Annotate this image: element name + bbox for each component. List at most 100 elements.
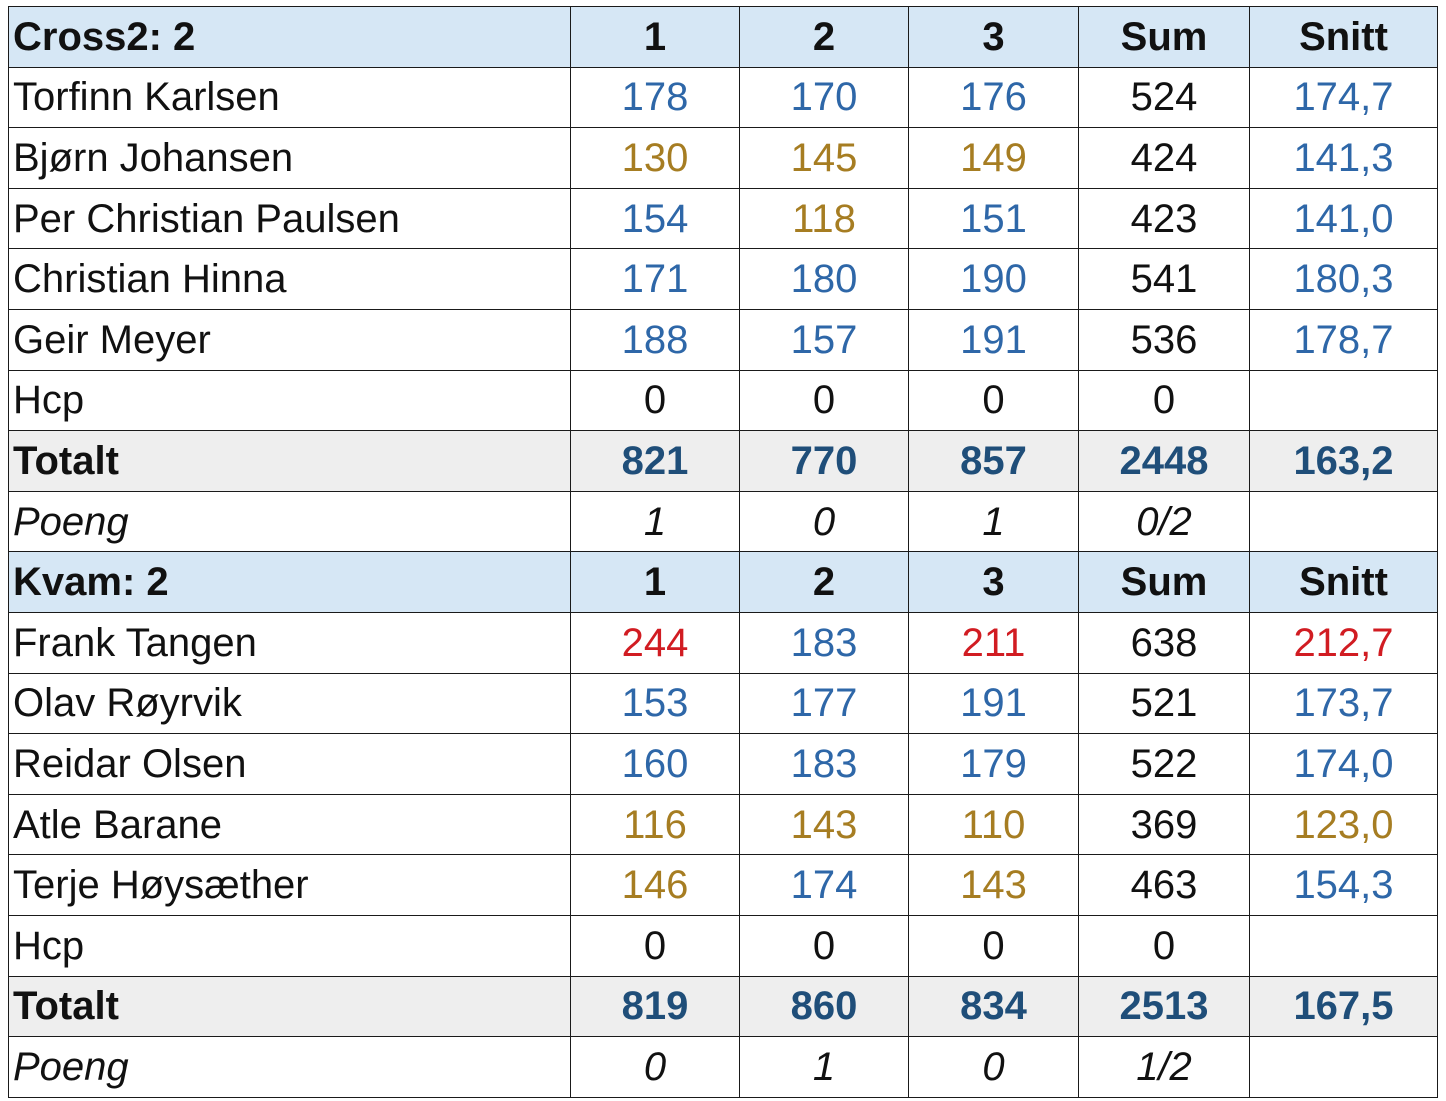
player-row: Torfinn Karlsen 178 170 176 524 174,7	[8, 66, 1438, 129]
total-game-1: 819	[570, 975, 740, 1038]
total-average: 167,5	[1249, 975, 1438, 1038]
total-game-2: 770	[739, 430, 909, 492]
points-game-1: 0	[570, 1036, 740, 1098]
average-score: 174,0	[1249, 733, 1438, 795]
game-2-score: 177	[739, 672, 909, 735]
average-score: 123,0	[1249, 793, 1438, 856]
sum-score: 424	[1078, 127, 1250, 189]
column-header-average: Snitt	[1249, 551, 1438, 613]
column-header-sum: Sum	[1078, 551, 1250, 613]
handicap-label: Hcp	[8, 914, 571, 977]
points-average	[1249, 1036, 1438, 1098]
handicap-game-1: 0	[570, 369, 740, 432]
sum-score: 463	[1078, 854, 1250, 916]
player-name: Christian Hinna	[8, 248, 571, 310]
game-3-score: 190	[908, 248, 1079, 310]
player-name: Per Christian Paulsen	[8, 187, 571, 250]
player-name: Torfinn Karlsen	[8, 66, 571, 129]
total-sum: 2513	[1078, 975, 1250, 1038]
handicap-average	[1249, 369, 1438, 432]
total-game-3: 857	[908, 430, 1079, 492]
sum-score: 522	[1078, 733, 1250, 795]
handicap-sum: 0	[1078, 369, 1250, 432]
column-header-game-3: 3	[908, 551, 1079, 613]
total-row: Totalt 821 770 857 2448 163,2	[8, 430, 1438, 492]
score-table: Cross2: 2 1 2 3 Sum Snitt Torfinn Karlse…	[8, 6, 1438, 1098]
points-game-3: 0	[908, 1036, 1079, 1098]
points-sum: 0/2	[1078, 490, 1250, 553]
handicap-game-2: 0	[739, 369, 909, 432]
total-label: Totalt	[8, 430, 571, 492]
column-header-game-3: 3	[908, 6, 1079, 68]
total-row: Totalt 819 860 834 2513 167,5	[8, 975, 1438, 1038]
player-row: Per Christian Paulsen 154 118 151 423 14…	[8, 187, 1438, 250]
average-score: 212,7	[1249, 611, 1438, 674]
game-2-score: 157	[739, 308, 909, 371]
player-row: Christian Hinna 171 180 190 541 180,3	[8, 248, 1438, 310]
game-1-score: 154	[570, 187, 740, 250]
average-score: 173,7	[1249, 672, 1438, 735]
column-header-game-1: 1	[570, 551, 740, 613]
column-header-game-2: 2	[739, 551, 909, 613]
team-header-row: Cross2: 2 1 2 3 Sum Snitt	[8, 6, 1438, 68]
sum-score: 524	[1078, 66, 1250, 129]
sum-score: 521	[1078, 672, 1250, 735]
sum-score: 423	[1078, 187, 1250, 250]
average-score: 154,3	[1249, 854, 1438, 916]
team-name: Kvam: 2	[8, 551, 571, 613]
points-label: Poeng	[8, 490, 571, 553]
team-header-row: Kvam: 2 1 2 3 Sum Snitt	[8, 551, 1438, 613]
sum-score: 638	[1078, 611, 1250, 674]
score-table-body: Cross2: 2 1 2 3 Sum Snitt Torfinn Karlse…	[8, 6, 1438, 1098]
game-3-score: 191	[908, 672, 1079, 735]
average-score: 141,0	[1249, 187, 1438, 250]
player-row: Atle Barane 116 143 110 369 123,0	[8, 793, 1438, 856]
player-row: Geir Meyer 188 157 191 536 178,7	[8, 308, 1438, 371]
game-3-score: 176	[908, 66, 1079, 129]
game-1-score: 130	[570, 127, 740, 189]
game-3-score: 149	[908, 127, 1079, 189]
total-game-3: 834	[908, 975, 1079, 1038]
column-header-average: Snitt	[1249, 6, 1438, 68]
points-label: Poeng	[8, 1036, 571, 1098]
player-row: Terje Høysæther 146 174 143 463 154,3	[8, 854, 1438, 916]
game-2-score: 118	[739, 187, 909, 250]
game-3-score: 151	[908, 187, 1079, 250]
game-1-score: 146	[570, 854, 740, 916]
handicap-game-3: 0	[908, 914, 1079, 977]
handicap-label: Hcp	[8, 369, 571, 432]
game-2-score: 145	[739, 127, 909, 189]
player-name: Reidar Olsen	[8, 733, 571, 795]
total-average: 163,2	[1249, 430, 1438, 492]
game-3-score: 110	[908, 793, 1079, 856]
points-game-2: 1	[739, 1036, 909, 1098]
player-row: Olav Røyrvik 153 177 191 521 173,7	[8, 672, 1438, 735]
sum-score: 369	[1078, 793, 1250, 856]
points-row: Poeng 1 0 1 0/2	[8, 490, 1438, 553]
handicap-average	[1249, 914, 1438, 977]
total-game-2: 860	[739, 975, 909, 1038]
average-score: 180,3	[1249, 248, 1438, 310]
game-3-score: 179	[908, 733, 1079, 795]
game-2-score: 183	[739, 611, 909, 674]
points-row: Poeng 0 1 0 1/2	[8, 1036, 1438, 1098]
game-3-score: 191	[908, 308, 1079, 371]
game-1-score: 244	[570, 611, 740, 674]
game-2-score: 183	[739, 733, 909, 795]
game-1-score: 116	[570, 793, 740, 856]
game-2-score: 180	[739, 248, 909, 310]
handicap-sum: 0	[1078, 914, 1250, 977]
player-name: Olav Røyrvik	[8, 672, 571, 735]
game-1-score: 171	[570, 248, 740, 310]
sum-score: 541	[1078, 248, 1250, 310]
handicap-row: Hcp 0 0 0 0	[8, 914, 1438, 977]
points-game-2: 0	[739, 490, 909, 553]
game-3-score: 211	[908, 611, 1079, 674]
player-name: Geir Meyer	[8, 308, 571, 371]
player-name: Bjørn Johansen	[8, 127, 571, 189]
game-2-score: 143	[739, 793, 909, 856]
game-1-score: 178	[570, 66, 740, 129]
game-1-score: 160	[570, 733, 740, 795]
average-score: 178,7	[1249, 308, 1438, 371]
points-sum: 1/2	[1078, 1036, 1250, 1098]
